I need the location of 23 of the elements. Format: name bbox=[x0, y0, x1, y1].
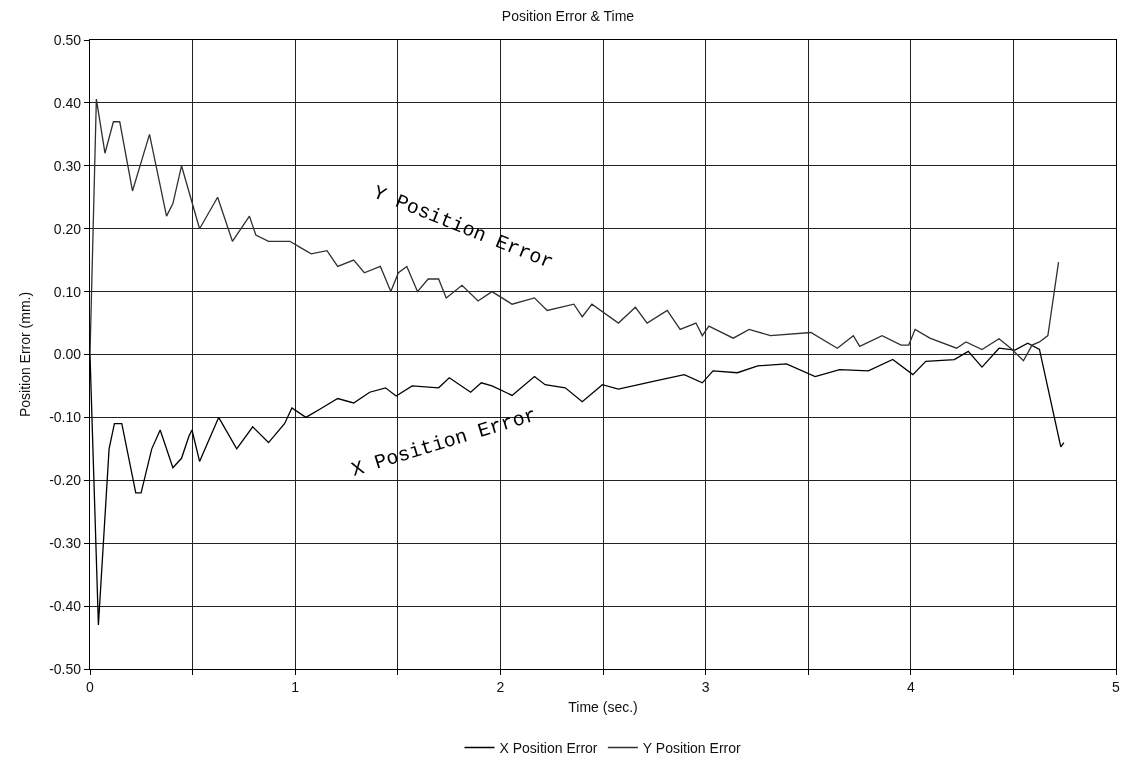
x-axis-title: Time (sec.) bbox=[568, 699, 638, 716]
x-tick-label: 0 bbox=[86, 678, 95, 695]
x-tick-label: 5 bbox=[1112, 678, 1121, 695]
y-tick-label: 0.20 bbox=[53, 220, 82, 237]
y-tick-label: -0.30 bbox=[49, 535, 82, 552]
x-tick-label: 2 bbox=[496, 678, 505, 695]
line-series bbox=[90, 98, 1060, 362]
y-tick-label: -0.50 bbox=[49, 660, 82, 677]
y-tick-label: -0.40 bbox=[49, 598, 82, 614]
legend-label: Y Position Error bbox=[642, 739, 741, 756]
x-tick-label: 4 bbox=[906, 678, 915, 695]
x-tick-label: 1 bbox=[291, 678, 300, 695]
y-axis-title: Position Error (mm.) bbox=[16, 291, 33, 418]
y-tick-label: 0.50 bbox=[53, 31, 82, 48]
y-tick-label: 0.10 bbox=[53, 283, 82, 300]
chart-title: Position Error & Time bbox=[501, 8, 635, 25]
legend-label: X Position Error bbox=[499, 739, 598, 756]
y-tick-label: -0.10 bbox=[49, 409, 82, 426]
y-tick-label: 0.30 bbox=[53, 157, 82, 174]
x-tick-label: 3 bbox=[701, 678, 710, 695]
y-tick-label: 0.40 bbox=[53, 94, 82, 111]
y-tick-label: -0.20 bbox=[49, 472, 82, 489]
y-tick-label: 0.00 bbox=[53, 346, 82, 363]
